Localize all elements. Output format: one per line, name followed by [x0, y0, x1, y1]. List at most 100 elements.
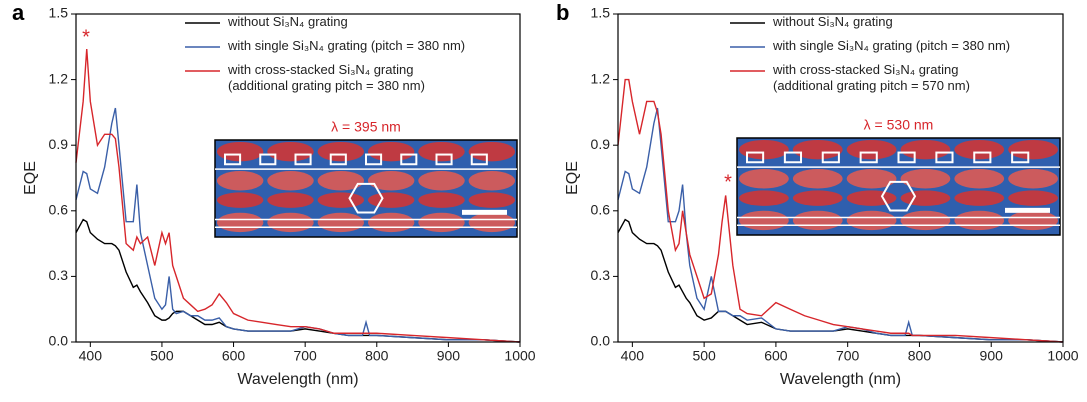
y-tick-label: 0.6 [49, 202, 69, 218]
legend-label: with single Si₃N₄ grating (pitch = 380 n… [228, 38, 466, 53]
field-lobe [367, 141, 415, 162]
field-lobe [367, 212, 415, 233]
field-lobe [418, 171, 465, 191]
x-tick-label: 800 [365, 348, 389, 364]
scale-bar [1005, 207, 1050, 213]
grating-bar [783, 151, 803, 164]
field-lobe [954, 190, 1005, 206]
y-tick-label: 1.2 [591, 70, 611, 86]
nanowire-hexagon [880, 180, 917, 212]
field-lobe [216, 212, 264, 233]
y-tick-label: 0.3 [49, 267, 69, 283]
field-lobe [418, 141, 465, 162]
field-lobe [900, 139, 951, 160]
field-lobe [739, 169, 789, 189]
x-tick-label: 700 [293, 348, 317, 364]
grating-bar [400, 153, 418, 166]
field-lobe [367, 171, 415, 191]
y-tick-label: 1.5 [49, 5, 69, 21]
grating-bar [1011, 151, 1030, 164]
nanowire-hexagon [348, 182, 384, 214]
field-lobe [1008, 210, 1058, 231]
grating-bar [821, 151, 840, 164]
x-tick-label: 600 [764, 348, 788, 364]
grating-bar [329, 153, 347, 166]
grating-bar [935, 151, 954, 164]
field-lobe [954, 169, 1005, 189]
field-lobe [267, 141, 314, 162]
x-tick-label: 700 [836, 348, 860, 364]
field-lobe [317, 192, 365, 208]
y-tick-label: 0.9 [591, 136, 611, 152]
field-lobe [216, 171, 264, 191]
field-lobe [267, 212, 314, 233]
panel-label: b [556, 0, 569, 25]
x-tick-label: 900 [980, 348, 1004, 364]
legend-label: without Si₃N₄ grating [773, 14, 893, 29]
field-lobe [846, 210, 897, 231]
field-lobe [267, 192, 314, 208]
field-lobe [418, 212, 465, 233]
y-tick-label: 0.0 [49, 333, 69, 349]
x-axis-title: Wavelength (nm) [237, 371, 358, 388]
grating-bar [259, 153, 277, 166]
series-line [617, 78, 1064, 343]
field-lobe [792, 210, 843, 231]
field-lobe [267, 171, 314, 191]
inset-label: λ = 530 nm [864, 117, 934, 133]
field-lobe [739, 190, 789, 206]
series-line [617, 218, 1064, 343]
scale-bar [462, 209, 507, 215]
x-tick-label: 900 [437, 348, 461, 364]
field-lobe [216, 141, 264, 162]
y-tick-label: 1.5 [591, 5, 611, 21]
x-tick-label: 1000 [1047, 348, 1078, 364]
legend-label: with single Si₃N₄ grating (pitch = 380 n… [773, 38, 1011, 53]
legend-label: with cross-stacked Si₃N₄ grating (additi… [228, 62, 425, 93]
series-line [75, 48, 521, 343]
plot-frame [617, 13, 1064, 343]
field-lobe [739, 210, 789, 231]
panel: b 400 500 600 700 800 900 1000 0.0 0.3 0.6 0.9 1.2 1.… [556, 0, 1079, 388]
field-lobe [792, 169, 843, 189]
y-axis-title: EQE [564, 161, 581, 195]
field-lobe [216, 192, 264, 208]
y-tick-label: 0.9 [49, 136, 69, 152]
field-lobe [468, 192, 516, 208]
plot-frame [75, 13, 521, 343]
grating-bar [294, 153, 312, 166]
field-lobe [1008, 139, 1058, 160]
field-lobe [792, 190, 843, 206]
x-tick-label: 400 [621, 348, 645, 364]
x-tick-label: 500 [150, 348, 174, 364]
field-lobe [1008, 190, 1058, 206]
grating-bar [435, 153, 453, 166]
inset-label: λ = 395 nm [331, 119, 401, 135]
grating-bar [746, 151, 765, 164]
series-line [75, 107, 521, 343]
field-lobe [954, 139, 1005, 160]
x-tick-label: 600 [222, 348, 246, 364]
panel: a 400 500 600 700 800 900 1000 0.0 0.3 0.6 0.9 1.2 1.… [12, 0, 536, 388]
field-lobe [317, 141, 365, 162]
x-tick-label: 500 [692, 348, 716, 364]
field-lobe [739, 139, 789, 160]
peak-marker: * [724, 171, 732, 193]
field-lobe [317, 212, 365, 233]
y-tick-label: 1.2 [49, 70, 69, 86]
grating-bar [470, 153, 488, 166]
peak-marker: * [82, 26, 90, 48]
grating-bar [859, 151, 878, 164]
x-tick-label: 1000 [504, 348, 535, 364]
y-axis-title: EQE [22, 161, 39, 195]
field-lobe [846, 139, 897, 160]
field-lobe [900, 210, 951, 231]
field-lobe [418, 192, 465, 208]
field-lobe [317, 171, 365, 191]
x-axis-title: Wavelength (nm) [780, 371, 901, 388]
x-tick-label: 400 [79, 348, 103, 364]
field-lobe [954, 210, 1005, 231]
field-lobe [468, 212, 516, 233]
field-lobe [468, 141, 516, 162]
